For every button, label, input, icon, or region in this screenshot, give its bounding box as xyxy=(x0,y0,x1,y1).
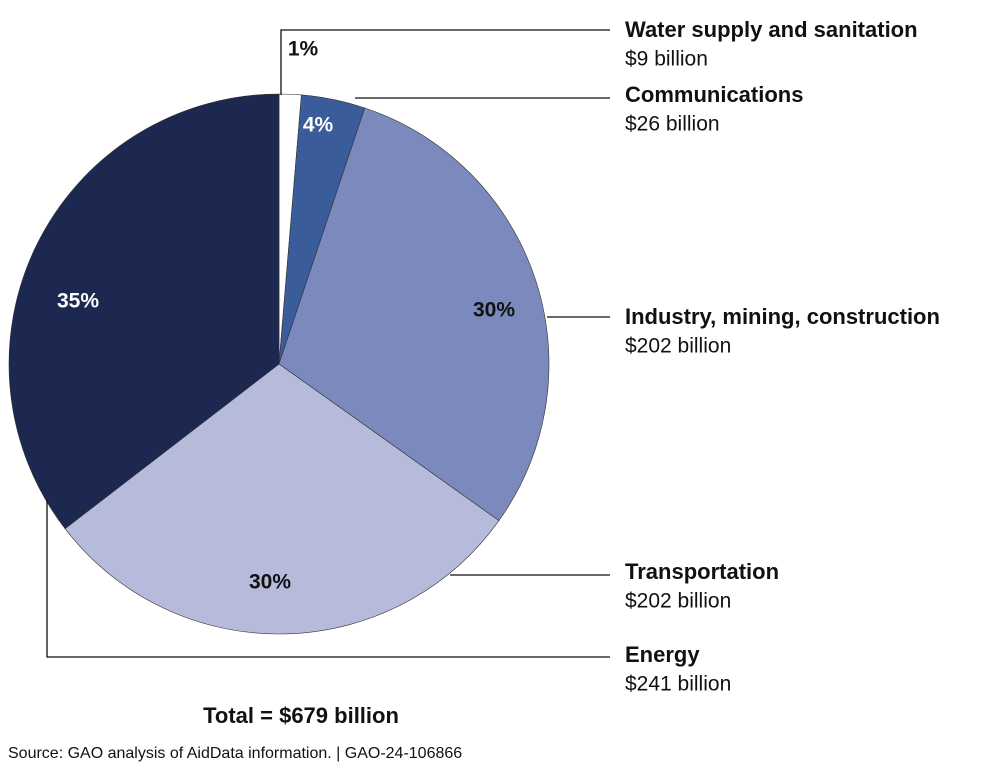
percent-label: 35% xyxy=(57,290,99,313)
percent-label: 4% xyxy=(303,114,334,137)
percent-label: 30% xyxy=(473,299,515,322)
pie-slice xyxy=(8,93,280,530)
category-label: Water supply and sanitation xyxy=(625,17,918,42)
category-label: Transportation xyxy=(625,559,779,584)
leader-line xyxy=(46,500,610,658)
leader-line xyxy=(280,29,610,95)
value-label: $26 billion xyxy=(625,113,720,136)
total-label: Total = $679 billion xyxy=(203,703,399,728)
value-label: $9 billion xyxy=(625,48,708,71)
category-label: Energy xyxy=(625,642,700,667)
category-label: Industry, mining, construction xyxy=(625,304,940,329)
percent-label: 30% xyxy=(249,571,291,594)
pie-slice xyxy=(278,107,550,522)
pie-slice xyxy=(64,363,500,635)
category-label: Communications xyxy=(625,82,803,107)
source: Source: GAO analysis of AidData informat… xyxy=(8,745,462,762)
percent-label: 1% xyxy=(288,38,319,61)
value-label: $202 billion xyxy=(625,590,731,613)
value-label: $202 billion xyxy=(625,335,731,358)
value-label: $241 billion xyxy=(625,673,731,696)
